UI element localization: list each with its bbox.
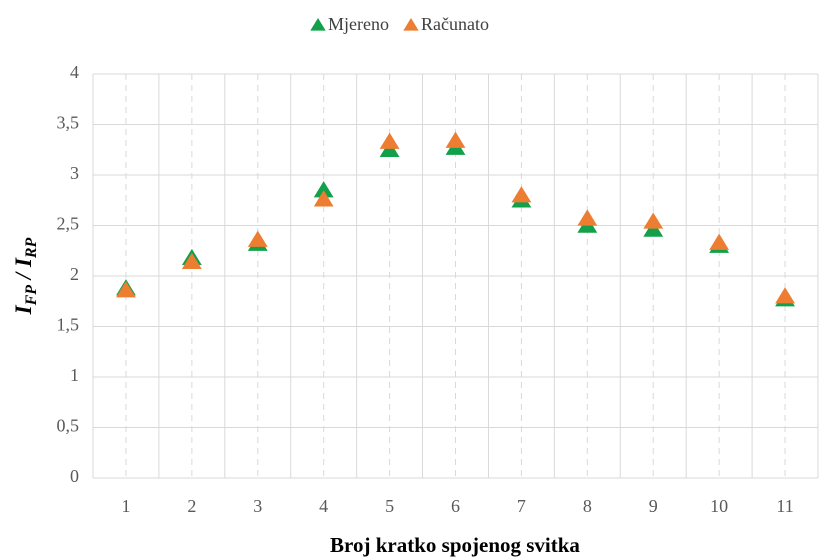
triangle-marker	[116, 281, 136, 298]
y-label-sub: FP	[23, 285, 40, 307]
y-tick-label: 0	[70, 466, 79, 486]
x-tick-label: 11	[776, 496, 793, 516]
x-tick-label: 10	[710, 496, 728, 516]
triangle-marker	[775, 287, 795, 304]
y-tick-label: 3	[70, 163, 79, 183]
legend-label: Mjereno	[328, 14, 389, 34]
y-tick-label: 0,5	[57, 416, 80, 436]
y-tick-label: 2,5	[57, 214, 80, 234]
y-label-part: / I	[11, 257, 36, 285]
x-tick-label: 5	[385, 496, 394, 516]
x-tick-label: 1	[121, 496, 130, 516]
y-tick-label: 3,5	[57, 113, 80, 133]
triangle-marker	[445, 131, 466, 148]
triangle-marker	[379, 132, 400, 149]
y-label-part: I	[11, 304, 36, 315]
x-tick-label: 9	[649, 496, 658, 516]
triangle-marker	[511, 186, 532, 203]
y-tick-label: 2	[70, 264, 79, 284]
x-tick-label: 6	[451, 496, 460, 516]
y-tick-label: 1	[70, 365, 79, 385]
y-tick-label: 4	[70, 62, 79, 82]
x-tick-label: 2	[187, 496, 196, 516]
triangle-marker	[247, 230, 268, 247]
x-tick-label: 7	[517, 496, 526, 516]
triangle-marker	[577, 209, 598, 226]
y-tick-label: 1,5	[57, 315, 80, 335]
triangle-marker	[181, 252, 202, 270]
y-label-sub: RP	[23, 237, 40, 259]
triangle-marker	[709, 233, 730, 250]
legend-label: Računato	[421, 14, 489, 34]
x-tick-label: 3	[253, 496, 262, 516]
y-axis-label: IFP / IRP	[11, 237, 39, 315]
triangle-marker	[313, 181, 334, 198]
triangle-marker	[313, 190, 334, 207]
legend-marker	[310, 18, 326, 31]
x-axis-label: Broj kratko spojenog svitka	[330, 533, 580, 557]
legend-marker	[403, 18, 419, 31]
triangle-marker	[643, 212, 664, 229]
x-tick-label: 8	[583, 496, 592, 516]
x-tick-label: 4	[319, 496, 328, 516]
